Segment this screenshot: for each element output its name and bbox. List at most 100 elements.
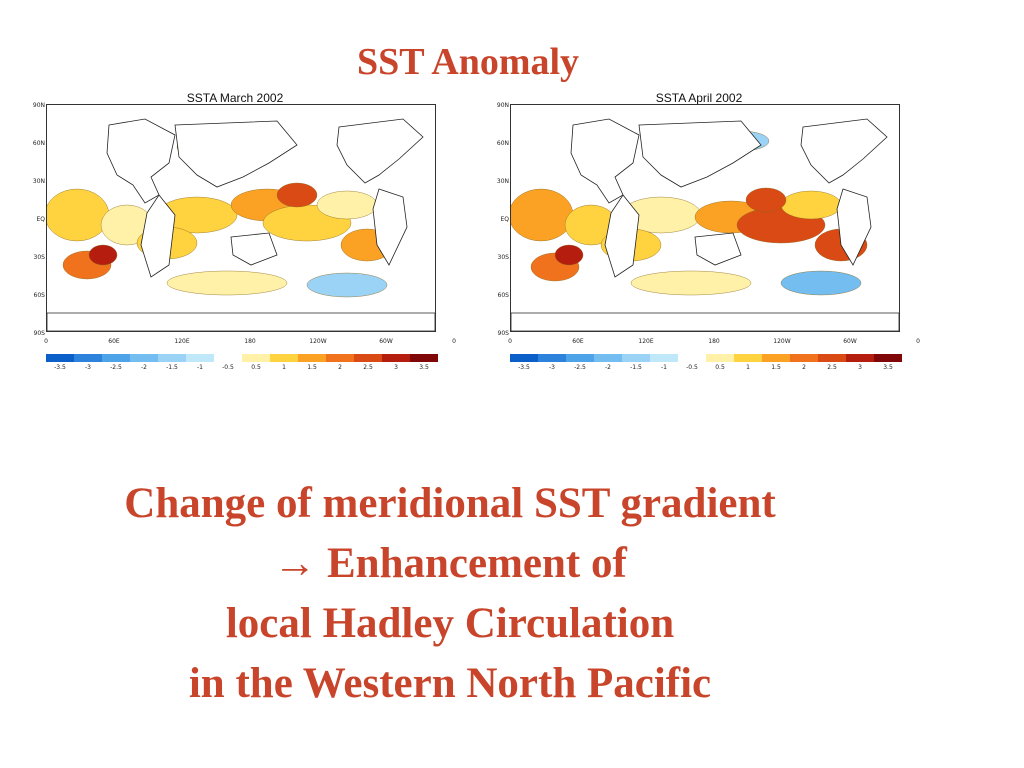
colorbar-tick-label: 1.5 xyxy=(307,364,317,371)
continent-outline xyxy=(800,118,888,184)
world-map xyxy=(47,118,435,331)
colorbar-swatch xyxy=(706,354,734,362)
colorbar xyxy=(510,354,902,362)
caption: Change of meridional SST gradient → Enha… xyxy=(0,474,900,714)
latitude-tick-label: 60S xyxy=(497,292,509,299)
sst-anomaly-region xyxy=(88,244,118,266)
latitude-tick-label: 90N xyxy=(496,102,509,109)
colorbar-tick-label: 3 xyxy=(858,364,862,371)
sst-anomaly-region xyxy=(554,244,584,266)
colorbar-tick-label: 3.5 xyxy=(883,364,893,371)
continent-outline xyxy=(174,120,298,188)
longitude-tick-label: 180 xyxy=(244,338,256,345)
longitude-tick-label: 0 xyxy=(508,338,512,345)
continent-outline xyxy=(694,232,742,266)
longitude-tick-label: 0 xyxy=(452,338,456,345)
latitude-tick-label: 30S xyxy=(497,254,509,261)
sst-anomaly-region xyxy=(47,188,110,242)
sst-anomaly-region xyxy=(780,190,842,220)
colorbar-swatch xyxy=(538,354,566,362)
colorbar-swatch xyxy=(186,354,214,362)
colorbar-swatch xyxy=(762,354,790,362)
latitude-tick-label: EQ xyxy=(500,216,509,223)
colorbar-tick-label: -3.5 xyxy=(54,364,66,371)
colorbar-tick-label: 2 xyxy=(338,364,342,371)
longitude-tick-label: 180 xyxy=(708,338,720,345)
continent-outline xyxy=(372,188,408,266)
colorbar-swatch xyxy=(846,354,874,362)
longitude-tick-label: 0 xyxy=(44,338,48,345)
longitude-tick-label: 60W xyxy=(843,338,857,345)
ssta-map-april: SSTA April 2002 90N 60N 30N EQ 30S 60S 90S 0 60… xyxy=(494,88,920,378)
latitude-tick-label: EQ xyxy=(36,216,45,223)
colorbar-tick-label: -2 xyxy=(605,364,611,371)
colorbar-swatch xyxy=(622,354,650,362)
sst-anomaly-region xyxy=(306,272,388,298)
colorbar-tick-label: -1.5 xyxy=(166,364,178,371)
latitude-tick-label: 60N xyxy=(32,140,45,147)
longitude-tick-label: 60E xyxy=(108,338,120,345)
colorbar-swatch xyxy=(270,354,298,362)
continent-outline xyxy=(230,232,278,266)
colorbar-tick-label: -1 xyxy=(197,364,203,371)
world-map xyxy=(511,118,899,331)
colorbar-swatch xyxy=(790,354,818,362)
colorbar-tick-label: -2 xyxy=(141,364,147,371)
colorbar-swatch xyxy=(510,354,538,362)
slide-title: SST Anomaly xyxy=(356,41,580,83)
longitude-tick-label: 0 xyxy=(916,338,920,345)
map-title: SSTA March 2002 xyxy=(186,91,284,105)
longitude-tick-label: 60E xyxy=(572,338,584,345)
colorbar-tick-label: 3.5 xyxy=(419,364,429,371)
colorbar-tick-label: 0.5 xyxy=(715,364,725,371)
colorbar-tick-label: -1.5 xyxy=(630,364,642,371)
colorbar-swatch xyxy=(158,354,186,362)
colorbar-swatch xyxy=(874,354,902,362)
continent-outline xyxy=(511,312,899,331)
continent-outline xyxy=(570,118,640,204)
map-plot-area xyxy=(46,104,436,332)
colorbar-swatch xyxy=(734,354,762,362)
sst-anomaly-region xyxy=(630,270,752,296)
sst-anomaly-region xyxy=(276,182,318,208)
sst-anomaly-region xyxy=(780,270,862,296)
colorbar-swatch xyxy=(678,354,706,362)
continent-outline xyxy=(140,194,176,278)
colorbar-tick-label: -3 xyxy=(85,364,91,371)
colorbar-tick-label: -0.5 xyxy=(686,364,698,371)
colorbar-tick-label: -2.5 xyxy=(574,364,586,371)
latitude-tick-label: 90S xyxy=(33,330,45,337)
continent-outline xyxy=(604,194,640,278)
continent-outline xyxy=(47,312,435,331)
colorbar-tick-label: 2.5 xyxy=(827,364,837,371)
colorbar-tick-label: -2.5 xyxy=(110,364,122,371)
colorbar-tick-label: 2 xyxy=(802,364,806,371)
sst-anomaly-region xyxy=(511,188,574,242)
colorbar-swatch xyxy=(46,354,74,362)
latitude-tick-label: 60S xyxy=(33,292,45,299)
colorbar-swatch xyxy=(242,354,270,362)
colorbar-swatch xyxy=(214,354,242,362)
colorbar-swatch xyxy=(382,354,410,362)
colorbar-swatch xyxy=(74,354,102,362)
colorbar-tick-label: 1 xyxy=(282,364,286,371)
longitude-tick-label: 120E xyxy=(638,338,654,345)
colorbar-tick-label: 2.5 xyxy=(363,364,373,371)
latitude-tick-label: 30N xyxy=(496,178,509,185)
colorbar-tick-label: 0.5 xyxy=(251,364,261,371)
latitude-tick-label: 90N xyxy=(32,102,45,109)
colorbar-tick-label: -1 xyxy=(661,364,667,371)
continent-outline xyxy=(336,118,424,184)
longitude-tick-label: 120W xyxy=(773,338,791,345)
colorbar-tick-label: -0.5 xyxy=(222,364,234,371)
sst-anomaly-region xyxy=(745,187,787,213)
latitude-tick-label: 90S xyxy=(497,330,509,337)
continent-outline xyxy=(638,120,762,188)
colorbar-swatch xyxy=(354,354,382,362)
caption-line: in the Western North Pacific xyxy=(188,660,712,707)
longitude-tick-label: 120E xyxy=(174,338,190,345)
sst-anomaly-region xyxy=(166,270,288,296)
latitude-tick-label: 30S xyxy=(33,254,45,261)
colorbar-swatch xyxy=(818,354,846,362)
latitude-tick-label: 60N xyxy=(496,140,509,147)
